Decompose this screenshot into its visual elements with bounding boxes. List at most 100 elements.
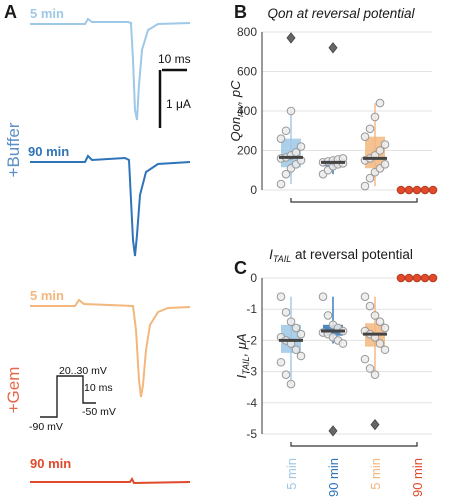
data-point [420, 185, 430, 195]
data-point [360, 181, 370, 191]
panel-b-ytick-label: 200 [237, 144, 257, 158]
data-point [370, 112, 380, 122]
data-point [396, 185, 406, 195]
panel-c-label: C [234, 258, 247, 278]
data-point [286, 106, 296, 116]
scale-bar [158, 68, 187, 128]
panel-c-ytick-label: -3 [246, 365, 257, 379]
outlier-marker [328, 425, 338, 437]
data-point [296, 351, 306, 361]
protocol-step-label: 20..30 mV [59, 365, 107, 377]
trace-gem-90min [30, 477, 191, 485]
data-point [380, 160, 390, 169]
data-point [365, 173, 375, 183]
data-point [370, 311, 380, 320]
data-point [296, 142, 306, 151]
panel-b: B Qon at reversal potential 0 200 400 600 80… [228, 2, 438, 203]
data-point [370, 370, 380, 380]
panel-c-ytick-label: 0 [250, 271, 257, 285]
data-point [281, 126, 291, 136]
data-point [318, 292, 328, 302]
condition-gem-label: +Gem [4, 367, 23, 414]
panel-b-label: B [234, 2, 247, 22]
data-point [428, 273, 438, 283]
data-point [281, 308, 291, 317]
data-point [281, 169, 291, 179]
panel-a: A +Buffer +Gem 5 min 90 min 5 min 90 min… [4, 2, 191, 485]
trace-gem-5min [30, 298, 191, 398]
outlier-marker [286, 32, 296, 44]
trace-buffer-5min [30, 17, 191, 121]
data-point [412, 185, 422, 195]
protocol-tail-label: -50 mV [82, 406, 116, 418]
data-point [365, 301, 375, 311]
data-point [375, 146, 385, 155]
data-point [276, 357, 286, 367]
panel-b-ytick-label: 600 [237, 65, 257, 79]
panel-c-axes: 0 -1 -2 -3 -4 -5 [246, 271, 438, 447]
data-point [323, 311, 333, 320]
panel-c-ylabel: ITAIL, μA [234, 334, 251, 379]
data-point [412, 273, 422, 283]
panel-b-x-range-frame [290, 198, 418, 203]
panel-b-ytick-label: 800 [237, 25, 257, 39]
data-point [291, 323, 301, 333]
protocol-hold-label: -90 mV [29, 421, 63, 433]
trace-buffer-90min [30, 154, 191, 257]
panel-c-ytick-label: -1 [246, 302, 257, 316]
data-point [380, 345, 390, 355]
x-category-labels: 5 min 90 min 5 min 90 min [284, 458, 425, 497]
data-point [276, 292, 286, 302]
x-category-label: 5 min [368, 458, 383, 490]
data-point [365, 124, 375, 134]
data-point [276, 134, 286, 143]
data-point [375, 339, 385, 348]
data-point [365, 364, 375, 373]
panel-c-title: ITAIL at reversal potential [269, 247, 413, 264]
data-point [360, 354, 370, 364]
panel-c-x-range-frame [290, 442, 418, 447]
panel-b-title: Qon at reversal potential [267, 6, 415, 21]
data-point [296, 329, 306, 339]
panel-b-ytick-label: 0 [250, 183, 257, 197]
x-category-label: 90 min [326, 458, 341, 497]
data-point [276, 179, 286, 189]
panel-c-ytick-label: -5 [246, 427, 257, 441]
trace-label-gem-5min: 5 min [30, 288, 64, 303]
x-category-label: 90 min [410, 458, 425, 497]
data-point [360, 132, 370, 141]
voltage-protocol-trace [40, 375, 96, 418]
data-point [396, 273, 406, 283]
data-point [281, 370, 291, 380]
data-point [380, 323, 390, 333]
panel-c: C ITAIL at reversal potential 0 -1 -2 -3 -4 -… [234, 247, 438, 447]
data-point [380, 140, 390, 149]
data-point [291, 345, 301, 355]
trace-label-buffer-5min: 5 min [30, 6, 64, 21]
data-point [286, 317, 296, 326]
panel-c-ytick-label: -4 [246, 396, 257, 410]
data-point [360, 292, 370, 302]
outlier-marker [370, 418, 380, 431]
data-point [404, 273, 414, 283]
outlier-marker [328, 42, 338, 54]
panel-b-ytick-label: 400 [237, 104, 257, 118]
protocol-duration-label: 10 ms [84, 382, 113, 394]
data-point [286, 379, 296, 389]
data-point [338, 339, 348, 348]
data-point [375, 98, 385, 108]
data-point [375, 317, 385, 326]
panel-b-ylabel: Qonrev, pC [228, 80, 245, 142]
scale-bar-time-label: 10 ms [158, 52, 191, 66]
trace-label-gem-90min: 90 min [30, 456, 71, 471]
trace-label-buffer-90min: 90 min [28, 144, 69, 159]
data-point [404, 185, 414, 195]
panel-c-ytick-label: -2 [246, 333, 257, 347]
panel-b-axes: 0 200 400 600 800 [237, 25, 438, 203]
x-category-label: 5 min [284, 458, 299, 490]
scale-bar-current-label: 1 μA [166, 97, 191, 111]
condition-buffer-label: +Buffer [4, 122, 23, 177]
data-point [420, 273, 430, 283]
data-point [428, 185, 438, 195]
